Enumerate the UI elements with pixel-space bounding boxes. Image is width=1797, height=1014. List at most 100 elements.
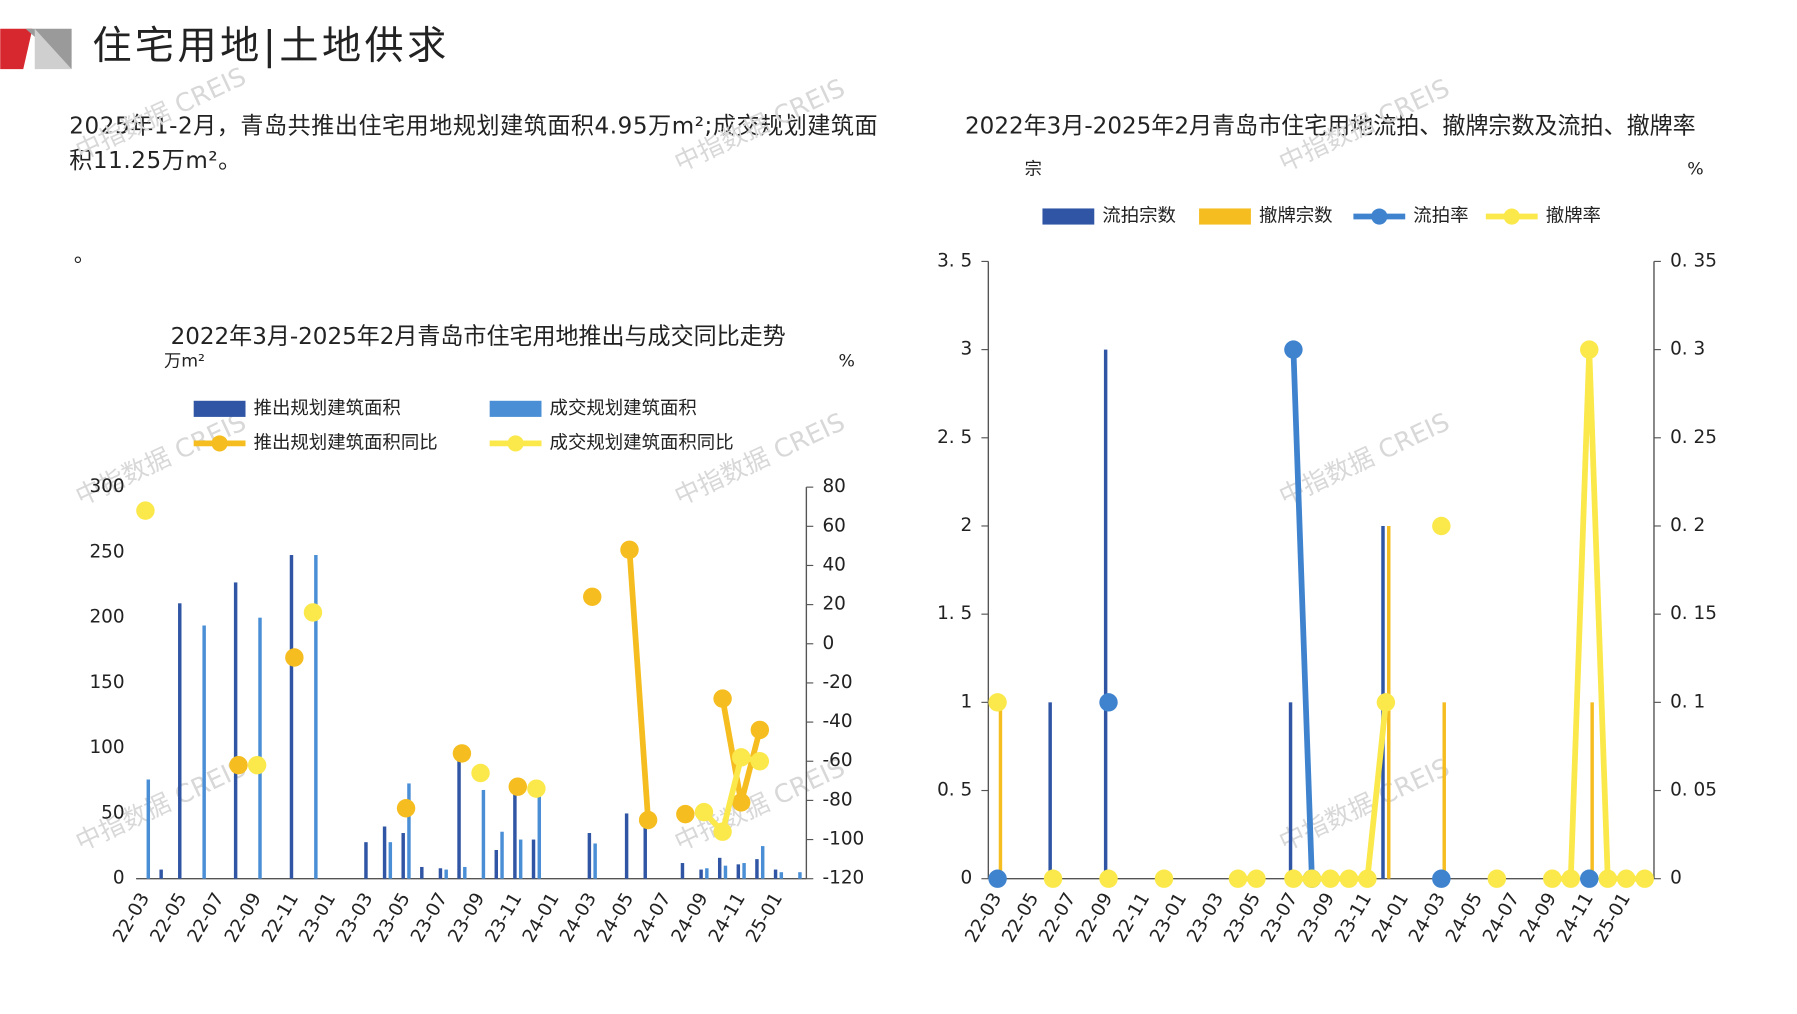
bar bbox=[401, 833, 405, 879]
x-tick-label: 24-05 bbox=[593, 889, 638, 946]
page-title: 住宅用地|土地供求 bbox=[92, 24, 449, 69]
bar bbox=[438, 868, 443, 879]
y-tick-label: 150 bbox=[89, 672, 124, 693]
legend-label: 推出规划建筑面积 bbox=[254, 398, 401, 419]
x-tick-label: 22-03 bbox=[109, 889, 154, 946]
bar bbox=[742, 863, 746, 879]
line-point bbox=[1284, 869, 1303, 888]
bar bbox=[364, 842, 368, 879]
legend-label: 撤牌率 bbox=[1546, 206, 1601, 227]
bar bbox=[407, 783, 411, 879]
bar bbox=[531, 839, 536, 879]
legend-swatch bbox=[489, 400, 542, 417]
legend-label: 流拍率 bbox=[1413, 206, 1468, 227]
line-point bbox=[1099, 693, 1118, 712]
y-axis-unit: 万m² bbox=[164, 352, 205, 372]
logo-light bbox=[34, 28, 72, 70]
y2-tick-label: -120 bbox=[822, 868, 864, 889]
line-point bbox=[1247, 869, 1266, 888]
y2-tick-label: 0 bbox=[822, 633, 834, 654]
y2-tick-label: -100 bbox=[822, 829, 864, 850]
bar bbox=[518, 839, 523, 879]
bar bbox=[159, 869, 163, 879]
legend-swatch bbox=[507, 435, 524, 452]
y2-tick-label: 0. 05 bbox=[1670, 780, 1717, 801]
paragraph-box: 2025年1-2月，青岛共推出住宅用地规划建筑面积4.95万m²;成交规划建筑面… bbox=[69, 112, 877, 174]
bar bbox=[779, 872, 784, 879]
bar bbox=[1442, 702, 1446, 879]
legend-swatch bbox=[1042, 208, 1095, 225]
line-point bbox=[1099, 869, 1118, 888]
bar bbox=[1590, 702, 1594, 879]
bar bbox=[736, 864, 741, 879]
line-point bbox=[583, 587, 602, 606]
bar bbox=[1048, 702, 1052, 879]
bar bbox=[513, 789, 517, 879]
y-tick-label: 200 bbox=[89, 607, 124, 628]
y2-tick-label: 80 bbox=[822, 476, 845, 497]
line-point bbox=[1321, 869, 1340, 888]
x-tick-label: 22-11 bbox=[258, 889, 303, 946]
line-point bbox=[1284, 340, 1303, 359]
line-point bbox=[713, 822, 732, 841]
y-tick-label: 2 bbox=[960, 515, 972, 536]
x-tick-label: 23-11 bbox=[482, 889, 527, 946]
y-tick-label: 1. 5 bbox=[937, 603, 972, 624]
y2-tick-label: 0. 15 bbox=[1670, 603, 1717, 624]
legend-swatch bbox=[1199, 208, 1251, 225]
bar bbox=[773, 869, 778, 879]
y-tick-label: 3 bbox=[960, 339, 972, 360]
y-tick-label: 300 bbox=[89, 476, 124, 497]
x-tick-label: 23-01 bbox=[295, 889, 340, 946]
line-point bbox=[527, 779, 546, 798]
line-point bbox=[1432, 516, 1451, 536]
bar bbox=[998, 702, 1003, 879]
y-tick-label: 50 bbox=[101, 802, 124, 823]
x-tick-label: 23-07 bbox=[407, 889, 452, 946]
line-point bbox=[1580, 340, 1599, 359]
x-tick-label: 24-07 bbox=[630, 889, 675, 946]
x-tick-label: 25-01 bbox=[1590, 889, 1635, 946]
line-point bbox=[988, 869, 1007, 888]
x-tick-label: 23-03 bbox=[333, 889, 378, 946]
line-point bbox=[1302, 869, 1322, 888]
bar bbox=[258, 617, 262, 879]
bar bbox=[382, 826, 387, 879]
bar bbox=[289, 555, 294, 879]
y2-tick-label: 60 bbox=[822, 515, 845, 536]
bar bbox=[798, 872, 802, 879]
bar bbox=[444, 869, 448, 879]
line-point bbox=[1487, 869, 1507, 888]
bar bbox=[500, 831, 504, 879]
line-point bbox=[1635, 869, 1654, 888]
legend-swatch bbox=[193, 400, 246, 417]
line-point bbox=[136, 501, 155, 520]
chart-title: 2022年3月-2025年2月青岛市住宅用地推出与成交同比走势 bbox=[171, 324, 786, 350]
bar bbox=[314, 555, 318, 879]
line-point bbox=[1598, 869, 1617, 888]
line-point bbox=[303, 603, 323, 622]
bar bbox=[587, 833, 592, 879]
x-tick-label: 23-05 bbox=[370, 889, 415, 946]
line-series bbox=[626, 546, 763, 823]
bar bbox=[420, 866, 424, 879]
bar bbox=[494, 849, 499, 879]
legend-swatch bbox=[211, 435, 228, 452]
line-point bbox=[1339, 869, 1359, 888]
y2-tick-label: 0. 3 bbox=[1670, 339, 1705, 360]
y-tick-label: 2. 5 bbox=[937, 427, 972, 448]
legend-label: 成交规划建筑面积 bbox=[550, 398, 697, 419]
logo-red bbox=[0, 28, 33, 70]
x-tick-label: 25-01 bbox=[742, 889, 787, 946]
bar bbox=[593, 843, 597, 879]
legend-label: 流拍宗数 bbox=[1102, 206, 1176, 227]
line-point bbox=[1617, 869, 1636, 888]
bar bbox=[178, 603, 182, 879]
line-point bbox=[694, 802, 714, 822]
y2-axis-unit: % bbox=[838, 352, 854, 372]
watermark: 中指数据 CREIS bbox=[1274, 752, 1454, 857]
y-tick-label: 1 bbox=[960, 691, 972, 712]
x-tick-label: 22-09 bbox=[221, 889, 266, 946]
y2-tick-label: 40 bbox=[822, 554, 845, 575]
